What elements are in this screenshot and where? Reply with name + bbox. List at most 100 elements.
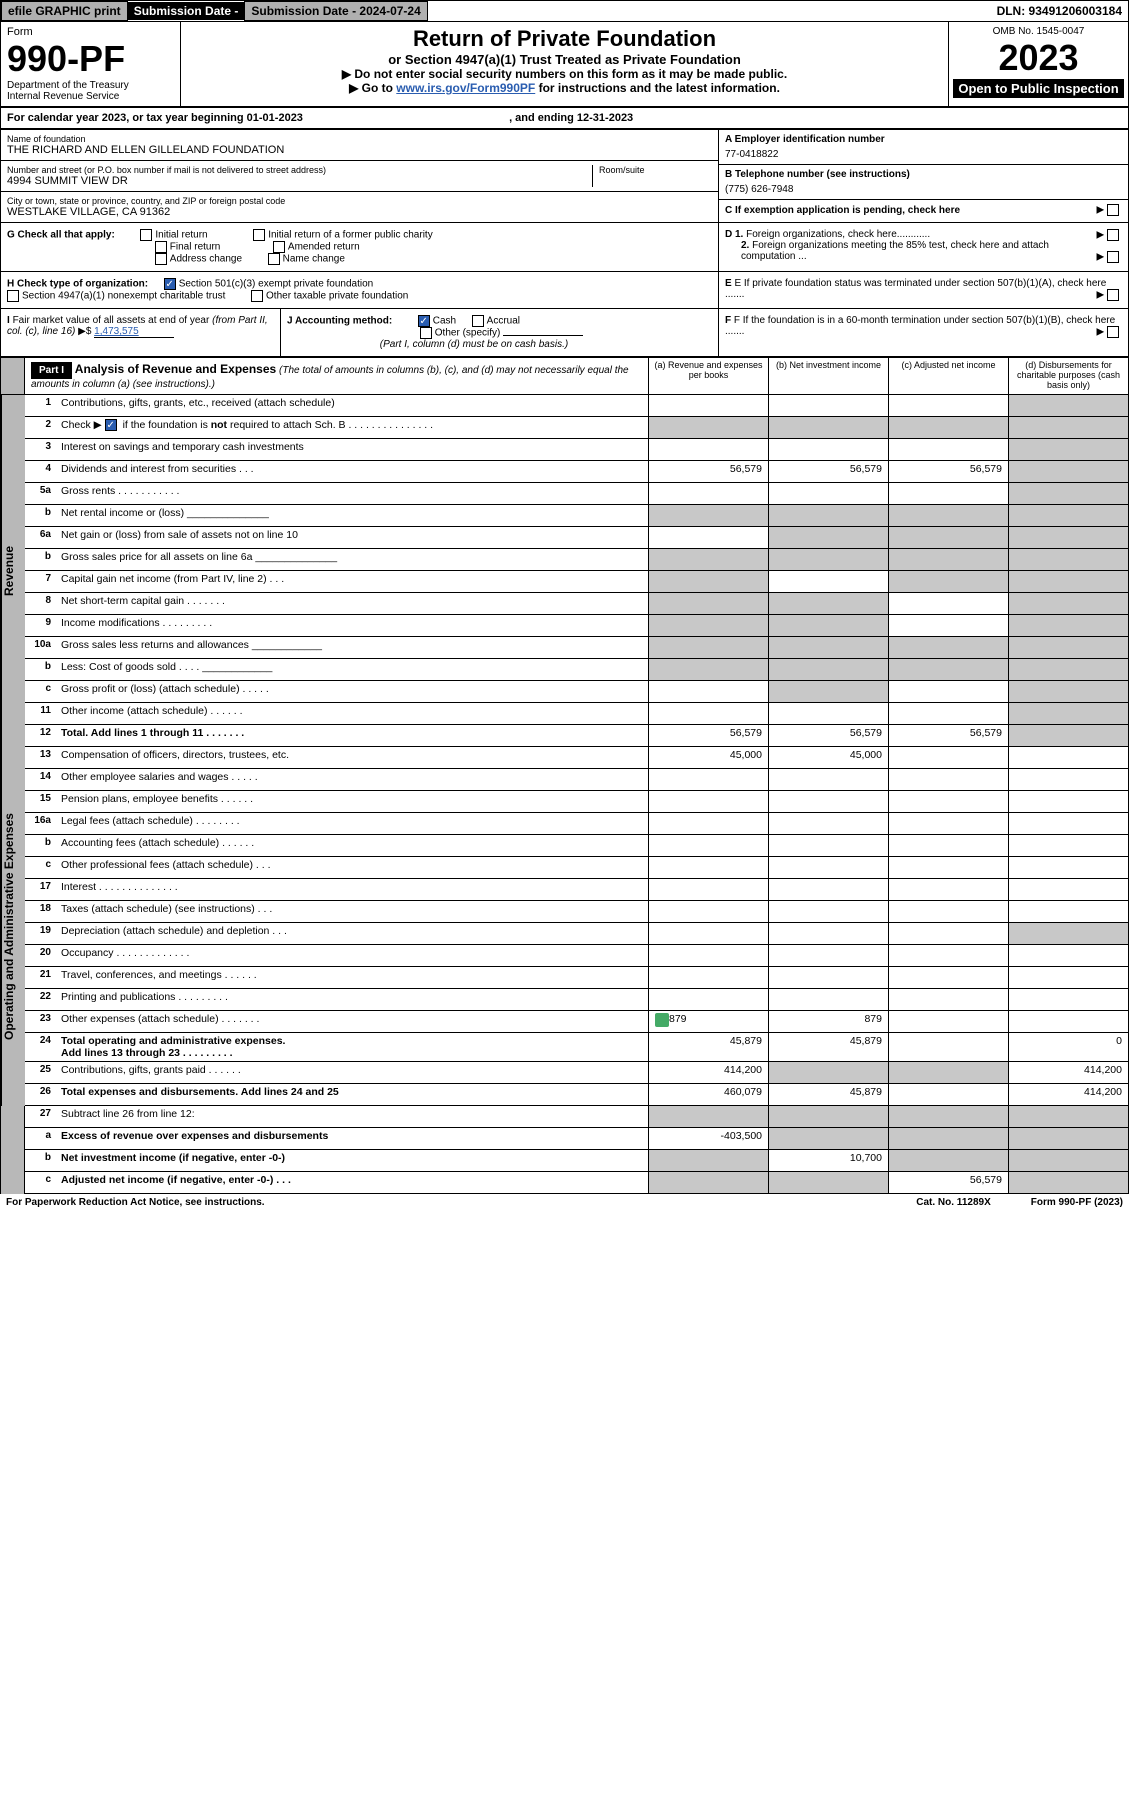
amount-col-c: [888, 1106, 1008, 1127]
part1-badge: Part I: [31, 362, 72, 379]
calendar-year-row: For calendar year 2023, or tax year begi…: [0, 106, 1129, 129]
line-number: b: [25, 549, 57, 570]
line-number: c: [25, 681, 57, 702]
h-501c3-checkbox[interactable]: [164, 278, 176, 290]
f-checkbox[interactable]: [1107, 326, 1119, 338]
line-row-17: 17Interest . . . . . . . . . . . . . .: [25, 879, 1129, 901]
amount-col-c: [888, 681, 1008, 702]
amount-col-a: 56,579: [648, 725, 768, 746]
h-4947-checkbox[interactable]: [7, 290, 19, 302]
line-row-16a: 16aLegal fees (attach schedule) . . . . …: [25, 813, 1129, 835]
g-initial-former-checkbox[interactable]: [253, 229, 265, 241]
amount-col-b: [768, 1172, 888, 1193]
line-text: Other employee salaries and wages . . . …: [57, 769, 648, 790]
dept-line-1: Department of the Treasury: [7, 80, 174, 91]
d2-checkbox[interactable]: [1107, 251, 1119, 263]
city-value: WESTLAKE VILLAGE, CA 91362: [7, 206, 712, 218]
amount-col-a: [648, 945, 768, 966]
amount-col-a: [648, 593, 768, 614]
part1-header-row: Part I Analysis of Revenue and Expenses …: [0, 357, 1129, 395]
line-row-15: 15Pension plans, employee benefits . . .…: [25, 791, 1129, 813]
line-row-a: aExcess of revenue over expenses and dis…: [25, 1128, 1129, 1150]
j-accrual-checkbox[interactable]: [472, 315, 484, 327]
amount-col-c: [888, 835, 1008, 856]
schb-checkbox[interactable]: [105, 419, 117, 431]
g-address-change-checkbox[interactable]: [155, 253, 167, 265]
amount-col-c: [888, 637, 1008, 658]
amount-col-b: [768, 945, 888, 966]
amount-col-b: [768, 879, 888, 900]
amount-col-a: [648, 505, 768, 526]
amount-col-d: [1008, 659, 1128, 680]
line-number: 1: [25, 395, 57, 416]
submission-date-label: Submission Date -: [128, 2, 245, 20]
line-text: Net gain or (loss) from sale of assets n…: [57, 527, 648, 548]
amount-col-b: [768, 857, 888, 878]
amount-col-a: 460,079: [648, 1084, 768, 1105]
line-row-c: cGross profit or (loss) (attach schedule…: [25, 681, 1129, 703]
attachment-icon[interactable]: [655, 1013, 669, 1027]
amount-col-d: [1008, 835, 1128, 856]
j-cash-label: Cash: [433, 316, 456, 327]
j-cash-checkbox[interactable]: [418, 315, 430, 327]
amount-col-b: [768, 989, 888, 1010]
i-fmv-value[interactable]: 1,473,575: [94, 326, 174, 338]
line-text: Legal fees (attach schedule) . . . . . .…: [57, 813, 648, 834]
amount-col-a: [648, 923, 768, 944]
amount-col-d: [1008, 901, 1128, 922]
h-other-taxable-checkbox[interactable]: [251, 290, 263, 302]
amount-col-d: 414,200: [1008, 1062, 1128, 1083]
g-amended-checkbox[interactable]: [273, 241, 285, 253]
g-opt-5: Address change: [170, 254, 242, 265]
line-text: Net short-term capital gain . . . . . . …: [57, 593, 648, 614]
amount-col-c: [888, 967, 1008, 988]
line-number: c: [25, 857, 57, 878]
j-other-checkbox[interactable]: [420, 327, 432, 339]
amount-col-a: [648, 395, 768, 416]
amount-col-b: [768, 483, 888, 504]
g-name-change-checkbox[interactable]: [268, 253, 280, 265]
line-text: Taxes (attach schedule) (see instruction…: [57, 901, 648, 922]
ein-label: A Employer identification number: [725, 134, 1122, 145]
amount-col-d: [1008, 615, 1128, 636]
line-text: Less: Cost of goods sold . . . . _______…: [57, 659, 648, 680]
line-number: 3: [25, 439, 57, 460]
amount-col-b: [768, 395, 888, 416]
amount-col-c: [888, 813, 1008, 834]
g-final-return-checkbox[interactable]: [155, 241, 167, 253]
efile-print-button[interactable]: efile GRAPHIC print: [1, 1, 128, 21]
line-row-23: 23Other expenses (attach schedule) . . .…: [25, 1011, 1129, 1033]
form-subtitle: or Section 4947(a)(1) Trust Treated as P…: [185, 52, 944, 67]
amount-col-d: [1008, 747, 1128, 768]
line-row-b: bNet investment income (if negative, ent…: [25, 1150, 1129, 1172]
g-initial-return-checkbox[interactable]: [140, 229, 152, 241]
amount-col-c: 56,579: [888, 1172, 1008, 1193]
line-text: Printing and publications . . . . . . . …: [57, 989, 648, 1010]
line-text: Net rental income or (loss) ____________…: [57, 505, 648, 526]
amount-col-b: [768, 637, 888, 658]
line-number: 11: [25, 703, 57, 724]
line-text: Excess of revenue over expenses and disb…: [57, 1128, 648, 1149]
line-text: Interest on savings and temporary cash i…: [57, 439, 648, 460]
amount-col-c: [888, 901, 1008, 922]
page-footer: For Paperwork Reduction Act Notice, see …: [0, 1194, 1129, 1211]
line-text: Capital gain net income (from Part IV, l…: [57, 571, 648, 592]
amount-col-c: [888, 791, 1008, 812]
h-opt-3: Other taxable private foundation: [266, 291, 408, 302]
g-opt-1: Final return: [170, 242, 221, 253]
d1-checkbox[interactable]: [1107, 229, 1119, 241]
amount-col-a: [648, 417, 768, 438]
line-row-25: 25Contributions, gifts, grants paid . . …: [25, 1062, 1129, 1084]
irs-link[interactable]: www.irs.gov/Form990PF: [396, 81, 535, 95]
amount-col-d: [1008, 923, 1128, 944]
cal-year-begin: 01-01-2023: [247, 112, 303, 124]
amount-col-b: 879: [768, 1011, 888, 1032]
header-bar: efile GRAPHIC print Submission Date - Su…: [0, 0, 1129, 22]
line-text: Gross sales less returns and allowances …: [57, 637, 648, 658]
line-number: 22: [25, 989, 57, 1010]
amount-col-c: [888, 1150, 1008, 1171]
form-instruction-1: ▶ Do not enter social security numbers o…: [185, 67, 944, 81]
c-checkbox[interactable]: [1107, 204, 1119, 216]
e-checkbox[interactable]: [1107, 289, 1119, 301]
opex-section-label: Operating and Administrative Expenses: [1, 747, 25, 1106]
